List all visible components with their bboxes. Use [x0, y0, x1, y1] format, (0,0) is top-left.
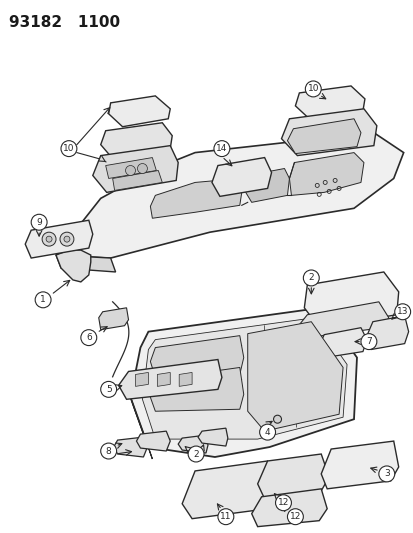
Circle shape [188, 446, 204, 462]
Polygon shape [257, 454, 328, 499]
Polygon shape [135, 373, 148, 386]
Circle shape [61, 141, 77, 157]
Text: 3: 3 [383, 470, 389, 479]
Circle shape [100, 443, 116, 459]
Circle shape [259, 424, 275, 440]
Text: 14: 14 [216, 144, 227, 153]
Polygon shape [150, 367, 243, 411]
Text: 9: 9 [36, 218, 42, 227]
Circle shape [275, 495, 291, 511]
Polygon shape [247, 322, 342, 431]
Text: 12: 12 [277, 498, 288, 507]
Circle shape [35, 292, 51, 308]
Polygon shape [245, 168, 289, 203]
Polygon shape [366, 316, 408, 350]
Polygon shape [178, 435, 207, 453]
Circle shape [303, 270, 318, 286]
Polygon shape [142, 318, 346, 439]
Polygon shape [130, 308, 356, 457]
Circle shape [81, 330, 97, 345]
Polygon shape [197, 428, 227, 446]
Circle shape [46, 236, 52, 242]
Circle shape [64, 236, 70, 242]
Text: 13: 13 [396, 307, 408, 316]
Text: 10: 10 [307, 84, 318, 93]
Circle shape [31, 214, 47, 230]
Polygon shape [157, 373, 170, 386]
Polygon shape [304, 272, 398, 328]
Polygon shape [105, 158, 156, 179]
Text: 1: 1 [40, 295, 46, 304]
Circle shape [214, 141, 229, 157]
Circle shape [305, 81, 320, 97]
Polygon shape [320, 441, 398, 489]
Polygon shape [289, 152, 363, 196]
Polygon shape [318, 328, 366, 358]
Circle shape [100, 382, 116, 397]
Polygon shape [295, 86, 364, 119]
Text: 11: 11 [220, 512, 231, 521]
Polygon shape [287, 119, 360, 154]
Text: 6: 6 [86, 333, 91, 342]
Text: 12: 12 [289, 512, 300, 521]
Polygon shape [25, 220, 93, 258]
Polygon shape [182, 461, 274, 519]
Circle shape [60, 232, 74, 246]
Text: 7: 7 [365, 337, 371, 346]
Text: 10: 10 [63, 144, 74, 153]
Polygon shape [179, 373, 192, 386]
Polygon shape [108, 96, 170, 127]
Circle shape [217, 508, 233, 524]
Text: 5: 5 [106, 385, 111, 394]
Polygon shape [113, 437, 147, 457]
Polygon shape [118, 360, 221, 399]
Text: 4: 4 [264, 427, 270, 437]
Polygon shape [150, 336, 243, 377]
Circle shape [360, 334, 376, 350]
Text: 8: 8 [106, 447, 111, 456]
Polygon shape [93, 146, 178, 192]
Circle shape [378, 466, 394, 482]
Circle shape [42, 232, 56, 246]
Polygon shape [136, 431, 170, 451]
Circle shape [125, 166, 135, 175]
Text: 93182   1100: 93182 1100 [9, 15, 120, 30]
Polygon shape [299, 302, 388, 337]
Text: 2: 2 [193, 449, 198, 458]
Polygon shape [56, 250, 90, 282]
Circle shape [287, 508, 303, 524]
Circle shape [137, 164, 147, 173]
Polygon shape [98, 308, 128, 330]
Circle shape [273, 415, 281, 423]
Polygon shape [100, 123, 172, 158]
Circle shape [394, 304, 410, 320]
Polygon shape [150, 179, 241, 218]
Polygon shape [251, 489, 326, 527]
Polygon shape [56, 255, 115, 272]
Polygon shape [56, 133, 403, 258]
Polygon shape [281, 109, 376, 156]
Text: 2: 2 [308, 273, 313, 282]
Polygon shape [130, 397, 152, 459]
Polygon shape [112, 171, 162, 190]
Polygon shape [211, 158, 271, 196]
